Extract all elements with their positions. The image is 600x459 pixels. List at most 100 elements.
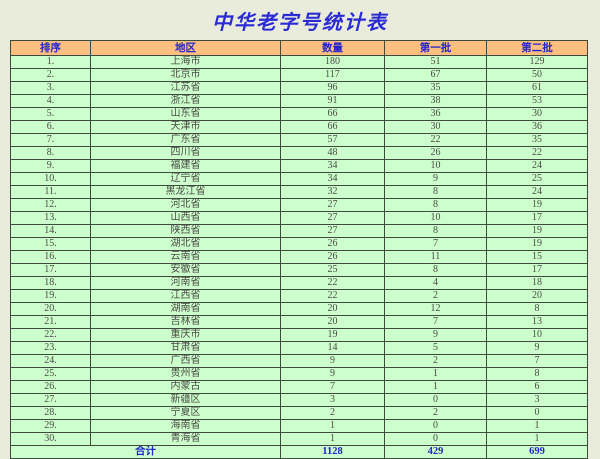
quantity-cell: 180 bbox=[280, 55, 385, 69]
batch1-cell: 9 bbox=[384, 172, 487, 186]
batch1-cell: 7 bbox=[384, 237, 487, 251]
table-row: 3. 江苏省 96 35 61 bbox=[10, 81, 588, 95]
batch2-cell: 10 bbox=[486, 328, 588, 342]
batch2-cell: 53 bbox=[486, 94, 588, 108]
batch2-cell: 15 bbox=[486, 250, 588, 264]
table-row: 13. 山西省 27 10 17 bbox=[10, 211, 588, 225]
quantity-cell: 27 bbox=[280, 198, 385, 212]
quantity-cell: 26 bbox=[280, 237, 385, 251]
rank-cell: 29. bbox=[10, 419, 91, 433]
table-row: 14. 陕西省 27 8 19 bbox=[10, 224, 588, 238]
batch2-cell: 25 bbox=[486, 172, 588, 186]
table-row: 15. 湖北省 26 7 19 bbox=[10, 237, 588, 251]
region-cell: 山西省 bbox=[90, 211, 281, 225]
rank-cell: 2. bbox=[10, 68, 91, 82]
table-row: 30. 青海省 1 0 1 bbox=[10, 432, 588, 446]
rank-cell: 26. bbox=[10, 380, 91, 394]
batch1-cell: 8 bbox=[384, 224, 487, 238]
batch2-cell: 36 bbox=[486, 120, 588, 134]
region-cell: 辽宁省 bbox=[90, 172, 281, 186]
quantity-cell: 27 bbox=[280, 224, 385, 238]
batch2-cell: 8 bbox=[486, 367, 588, 381]
region-cell: 广东省 bbox=[90, 133, 281, 147]
region-cell: 青海省 bbox=[90, 432, 281, 446]
rank-cell: 7. bbox=[10, 133, 91, 147]
region-cell: 重庆市 bbox=[90, 328, 281, 342]
table-row: 23. 甘肃省 14 5 9 bbox=[10, 341, 588, 355]
rank-cell: 4. bbox=[10, 94, 91, 108]
quantity-cell: 96 bbox=[280, 81, 385, 95]
batch1-cell: 30 bbox=[384, 120, 487, 134]
rank-cell: 19. bbox=[10, 289, 91, 303]
rank-cell: 16. bbox=[10, 250, 91, 264]
total-batch2: 699 bbox=[486, 445, 588, 459]
rank-cell: 13. bbox=[10, 211, 91, 225]
batch1-cell: 2 bbox=[384, 354, 487, 368]
region-cell: 福建省 bbox=[90, 159, 281, 173]
table-row: 4. 浙江省 91 38 53 bbox=[10, 94, 588, 108]
table-row: 9. 福建省 34 10 24 bbox=[10, 159, 588, 173]
batch2-cell: 17 bbox=[486, 211, 588, 225]
region-cell: 河北省 bbox=[90, 198, 281, 212]
region-cell: 吉林省 bbox=[90, 315, 281, 329]
quantity-cell: 20 bbox=[280, 302, 385, 316]
table-row: 20. 湖南省 20 12 8 bbox=[10, 302, 588, 316]
batch1-cell: 35 bbox=[384, 81, 487, 95]
batch1-cell: 2 bbox=[384, 289, 487, 303]
rank-cell: 23. bbox=[10, 341, 91, 355]
batch2-cell: 22 bbox=[486, 146, 588, 160]
region-cell: 黑龙江省 bbox=[90, 185, 281, 199]
rank-cell: 6. bbox=[10, 120, 91, 134]
total-batch1: 429 bbox=[384, 445, 487, 459]
batch1-cell: 67 bbox=[384, 68, 487, 82]
rank-cell: 17. bbox=[10, 263, 91, 277]
quantity-cell: 91 bbox=[280, 94, 385, 108]
quantity-cell: 48 bbox=[280, 146, 385, 160]
batch2-cell: 61 bbox=[486, 81, 588, 95]
rank-cell: 28. bbox=[10, 406, 91, 420]
quantity-cell: 22 bbox=[280, 276, 385, 290]
table-row: 26. 内蒙古 7 1 6 bbox=[10, 380, 588, 394]
batch1-cell: 12 bbox=[384, 302, 487, 316]
table-row: 12. 河北省 27 8 19 bbox=[10, 198, 588, 212]
quantity-cell: 22 bbox=[280, 289, 385, 303]
batch1-cell: 10 bbox=[384, 159, 487, 173]
region-cell: 内蒙古 bbox=[90, 380, 281, 394]
batch2-cell: 9 bbox=[486, 341, 588, 355]
header-batch2: 第二批 bbox=[486, 40, 588, 56]
table-row: 28. 宁夏区 2 2 0 bbox=[10, 406, 588, 420]
batch2-cell: 3 bbox=[486, 393, 588, 407]
quantity-cell: 66 bbox=[280, 107, 385, 121]
batch1-cell: 0 bbox=[384, 393, 487, 407]
region-cell: 上海市 bbox=[90, 55, 281, 69]
batch1-cell: 22 bbox=[384, 133, 487, 147]
rank-cell: 14. bbox=[10, 224, 91, 238]
region-cell: 河南省 bbox=[90, 276, 281, 290]
batch1-cell: 8 bbox=[384, 198, 487, 212]
quantity-cell: 1 bbox=[280, 432, 385, 446]
batch2-cell: 35 bbox=[486, 133, 588, 147]
rank-cell: 24. bbox=[10, 354, 91, 368]
total-label: 合计 bbox=[10, 445, 281, 459]
region-cell: 山东省 bbox=[90, 107, 281, 121]
table-body: 1. 上海市 180 51 129 2. 北京市 117 67 50 3. 江苏省 96 35 61 4. 浙江… bbox=[10, 55, 588, 446]
rank-cell: 9. bbox=[10, 159, 91, 173]
quantity-cell: 26 bbox=[280, 250, 385, 264]
rank-cell: 1. bbox=[10, 55, 91, 69]
table-row: 8. 四川省 48 26 22 bbox=[10, 146, 588, 160]
quantity-cell: 9 bbox=[280, 354, 385, 368]
region-cell: 四川省 bbox=[90, 146, 281, 160]
rank-cell: 20. bbox=[10, 302, 91, 316]
batch2-cell: 1 bbox=[486, 419, 588, 433]
batch2-cell: 19 bbox=[486, 198, 588, 212]
batch1-cell: 8 bbox=[384, 185, 487, 199]
batch1-cell: 51 bbox=[384, 55, 487, 69]
rank-cell: 30. bbox=[10, 432, 91, 446]
batch2-cell: 50 bbox=[486, 68, 588, 82]
batch1-cell: 38 bbox=[384, 94, 487, 108]
batch1-cell: 11 bbox=[384, 250, 487, 264]
table-row: 25. 贵州省 9 1 8 bbox=[10, 367, 588, 381]
region-cell: 浙江省 bbox=[90, 94, 281, 108]
quantity-cell: 117 bbox=[280, 68, 385, 82]
table-row: 24. 广西省 9 2 7 bbox=[10, 354, 588, 368]
